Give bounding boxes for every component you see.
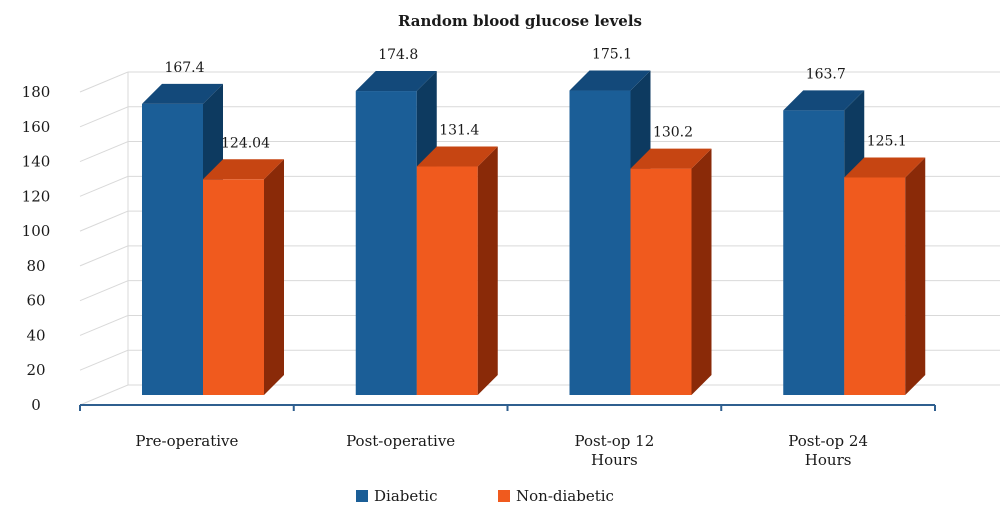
bar-front bbox=[203, 179, 264, 395]
category-label: Post-op 12 Hours bbox=[574, 432, 654, 469]
data-label: 130.2 bbox=[653, 125, 693, 141]
bar-top bbox=[630, 148, 712, 169]
gridline-depth bbox=[79, 314, 129, 336]
category-label: Post-op 24 Hours bbox=[788, 432, 868, 469]
data-label: 125.1 bbox=[867, 133, 907, 149]
bar-front bbox=[844, 177, 906, 395]
data-label: 174.8 bbox=[378, 47, 418, 63]
y-tick-label: 180 bbox=[22, 83, 51, 101]
legend-swatch bbox=[498, 490, 510, 502]
bar-front bbox=[569, 90, 631, 395]
gridline-depth bbox=[79, 175, 129, 197]
bar-non-diabetic: 124.04 bbox=[203, 135, 284, 395]
bar-top bbox=[416, 146, 498, 167]
legend: Diabetic Non-diabetic bbox=[356, 487, 614, 505]
bar-front bbox=[355, 91, 417, 395]
bar-top bbox=[142, 83, 223, 104]
y-tick-label: 80 bbox=[26, 257, 45, 275]
category-label: Post-operative bbox=[346, 432, 455, 450]
bar-side bbox=[477, 146, 498, 395]
bar-front bbox=[783, 110, 845, 396]
gridline-depth bbox=[79, 141, 129, 163]
y-tick-label: 20 bbox=[26, 361, 45, 379]
gridline-depth bbox=[79, 210, 129, 232]
y-tick-label: 120 bbox=[22, 187, 51, 205]
gridline-depth bbox=[79, 106, 129, 128]
bar-non-diabetic: 125.1 bbox=[844, 133, 926, 395]
y-tick-label: 160 bbox=[22, 118, 51, 136]
data-label: 124.04 bbox=[221, 135, 270, 151]
bar-top bbox=[569, 70, 651, 91]
data-label: 175.1 bbox=[592, 47, 632, 63]
bar-non-diabetic: 130.2 bbox=[630, 125, 712, 395]
bar-top bbox=[783, 90, 865, 111]
gridline-depth bbox=[79, 245, 129, 267]
y-tick-label: 40 bbox=[26, 326, 45, 344]
gridline-depth bbox=[79, 349, 129, 371]
legend-item: Diabetic bbox=[356, 487, 437, 505]
y-tick-label: 100 bbox=[22, 222, 51, 240]
bar-top bbox=[355, 71, 437, 92]
bar-top bbox=[203, 159, 284, 180]
bar-side bbox=[905, 157, 926, 395]
bar-top bbox=[844, 157, 926, 178]
legend-swatch bbox=[356, 490, 368, 502]
y-axis-tick-labels: 0 20 40 60 80 100 120 140 160 180 bbox=[22, 83, 51, 414]
bar-series: 167.4 124.04 174.8 131.4 175.1 130.2 163.7 125.… bbox=[142, 47, 926, 396]
x-axis-category-labels: Pre-operative Post-operative Post-op 12 Hou… bbox=[135, 432, 868, 469]
bar-front bbox=[142, 103, 203, 395]
chart-title: Random blood glucose levels bbox=[398, 12, 642, 30]
y-tick-label: 0 bbox=[31, 396, 41, 414]
gridline-depth bbox=[79, 280, 129, 302]
category-label: Pre-operative bbox=[135, 432, 238, 450]
x-axis bbox=[79, 404, 936, 411]
bar-side bbox=[264, 159, 284, 395]
gridline-depth bbox=[79, 71, 129, 93]
data-label: 131.4 bbox=[439, 123, 479, 139]
bar-non-diabetic: 131.4 bbox=[416, 123, 498, 395]
legend-label: Diabetic bbox=[374, 487, 437, 505]
bar-side bbox=[691, 148, 712, 395]
data-label: 163.7 bbox=[806, 66, 846, 82]
legend-label: Non-diabetic bbox=[516, 487, 614, 505]
y-tick-label: 140 bbox=[22, 153, 51, 171]
bar-front bbox=[416, 166, 478, 395]
data-label: 167.4 bbox=[164, 60, 204, 76]
y-tick-label: 60 bbox=[26, 292, 45, 310]
gridline-depth bbox=[79, 384, 129, 406]
legend-item: Non-diabetic bbox=[498, 487, 614, 505]
bar-front bbox=[630, 168, 692, 395]
